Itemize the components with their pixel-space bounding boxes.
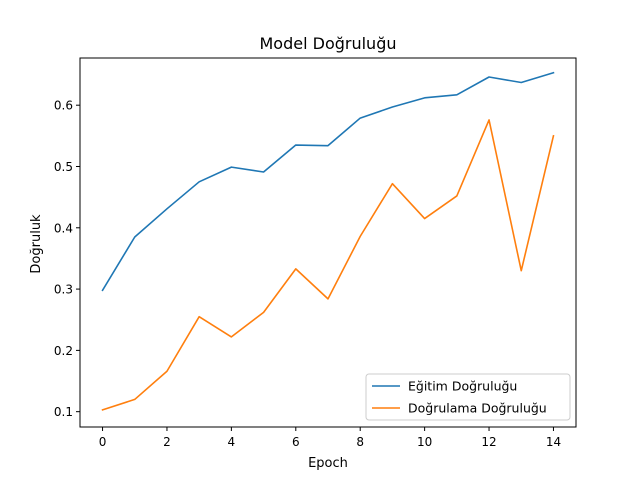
x-tick-label: 0 <box>99 435 107 449</box>
axes-frame <box>79 57 577 428</box>
y-tick-label: 0.3 <box>54 283 73 297</box>
x-tick-label: 10 <box>417 435 432 449</box>
x-tick-label: 14 <box>546 435 561 449</box>
y-tick-label: 0.2 <box>54 344 73 358</box>
x-axis-label: Epoch <box>308 456 348 471</box>
legend-label-1: Doğrulama Doğruluğu <box>408 401 547 416</box>
x-tick-label: 8 <box>356 435 364 449</box>
x-tick-label: 4 <box>228 435 236 449</box>
x-tick-label: 12 <box>481 435 496 449</box>
x-tick-label: 2 <box>163 435 171 449</box>
x-axis-ticks: 0 2 4 6 8 10 12 14 <box>99 427 561 449</box>
y-tick-label: 0.1 <box>54 405 73 419</box>
series-line-1 <box>101 119 555 411</box>
y-axis-label: Doğruluk <box>29 214 44 274</box>
y-tick-label: 0.4 <box>54 221 73 235</box>
chart-title: Model Doğruluğu <box>260 34 397 53</box>
legend: Eğitim Doğruluğu Doğrulama Doğruluğu <box>365 373 571 421</box>
legend-label-0: Eğitim Doğruluğu <box>408 379 517 394</box>
series-line-0 <box>101 71 555 292</box>
y-axis-ticks: 0.1 0.2 0.3 0.4 0.5 0.6 <box>54 99 80 419</box>
plot-lines <box>101 71 555 411</box>
y-tick-label: 0.6 <box>54 99 73 113</box>
x-tick-label: 6 <box>292 435 300 449</box>
legend-box <box>365 373 571 421</box>
y-tick-label: 0.5 <box>54 160 73 174</box>
